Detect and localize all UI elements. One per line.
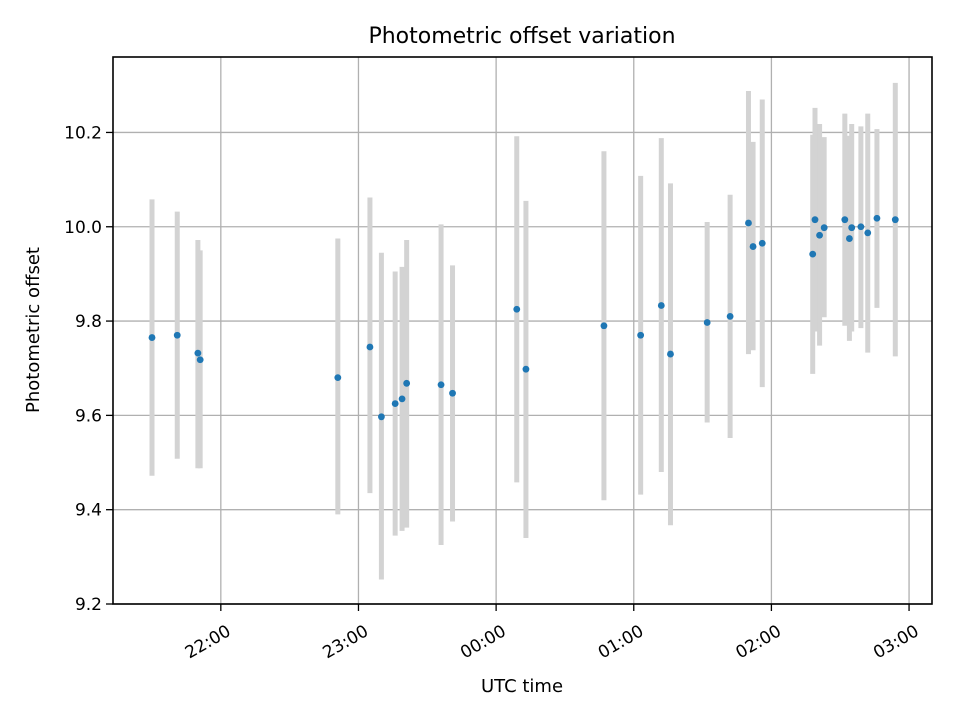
x-axis: 22:00 23:00 00:00 01:00 02:00 03:00 xyxy=(182,604,923,663)
data-point xyxy=(703,319,711,326)
y-tick-label: 9.6 xyxy=(75,406,102,426)
y-axis-label: Photometric offset xyxy=(23,247,44,413)
data-point xyxy=(857,223,865,231)
data-point xyxy=(522,365,530,373)
data-point xyxy=(841,216,849,224)
data-point xyxy=(809,250,817,258)
data-point xyxy=(391,400,399,407)
y-tick-label: 10.0 xyxy=(64,218,102,238)
y-tick-label: 9.4 xyxy=(75,501,102,521)
data-point xyxy=(816,231,823,239)
data-point xyxy=(398,395,406,403)
data-point xyxy=(637,331,645,339)
data-point xyxy=(726,312,734,320)
data-point xyxy=(403,379,411,387)
data-point xyxy=(820,224,828,232)
data-point xyxy=(749,243,757,250)
x-tick-label: 03:00 xyxy=(870,621,922,663)
data-point xyxy=(334,374,342,382)
data-point xyxy=(513,305,521,313)
x-tick-label: 01:00 xyxy=(595,621,647,663)
y-tick-label: 10.2 xyxy=(64,123,102,143)
error-bar-layer xyxy=(149,82,898,580)
data-point xyxy=(864,229,872,237)
data-point xyxy=(873,214,881,222)
x-tick-label: 00:00 xyxy=(457,621,509,663)
data-point xyxy=(449,389,456,397)
data-point xyxy=(667,350,674,358)
data-point xyxy=(891,216,899,224)
y-tick-label: 9.2 xyxy=(75,595,102,615)
data-point xyxy=(437,381,445,389)
y-tick-label: 9.8 xyxy=(75,312,102,332)
data-point xyxy=(811,216,819,224)
data-point xyxy=(148,334,156,341)
data-point xyxy=(196,356,204,364)
y-axis: 9.2 9.4 9.6 9.8 10.0 10.2 xyxy=(64,123,113,615)
grid-layer xyxy=(113,57,932,605)
x-tick-label: 22:00 xyxy=(182,621,234,663)
data-point xyxy=(848,224,856,232)
data-point xyxy=(194,349,202,357)
data-point xyxy=(758,239,766,247)
plot-frame xyxy=(112,56,933,605)
x-tick-label: 23:00 xyxy=(320,621,372,663)
data-point xyxy=(378,413,385,421)
data-point xyxy=(657,302,665,309)
data-point xyxy=(846,235,853,242)
data-point xyxy=(173,331,181,339)
data-point xyxy=(600,322,608,330)
data-point xyxy=(745,219,752,227)
x-axis-label: UTC time xyxy=(481,676,563,697)
chart-title: Photometric offset variation xyxy=(368,24,675,49)
point-layer xyxy=(148,214,899,421)
data-point xyxy=(366,343,374,351)
x-tick-label: 02:00 xyxy=(732,621,784,663)
